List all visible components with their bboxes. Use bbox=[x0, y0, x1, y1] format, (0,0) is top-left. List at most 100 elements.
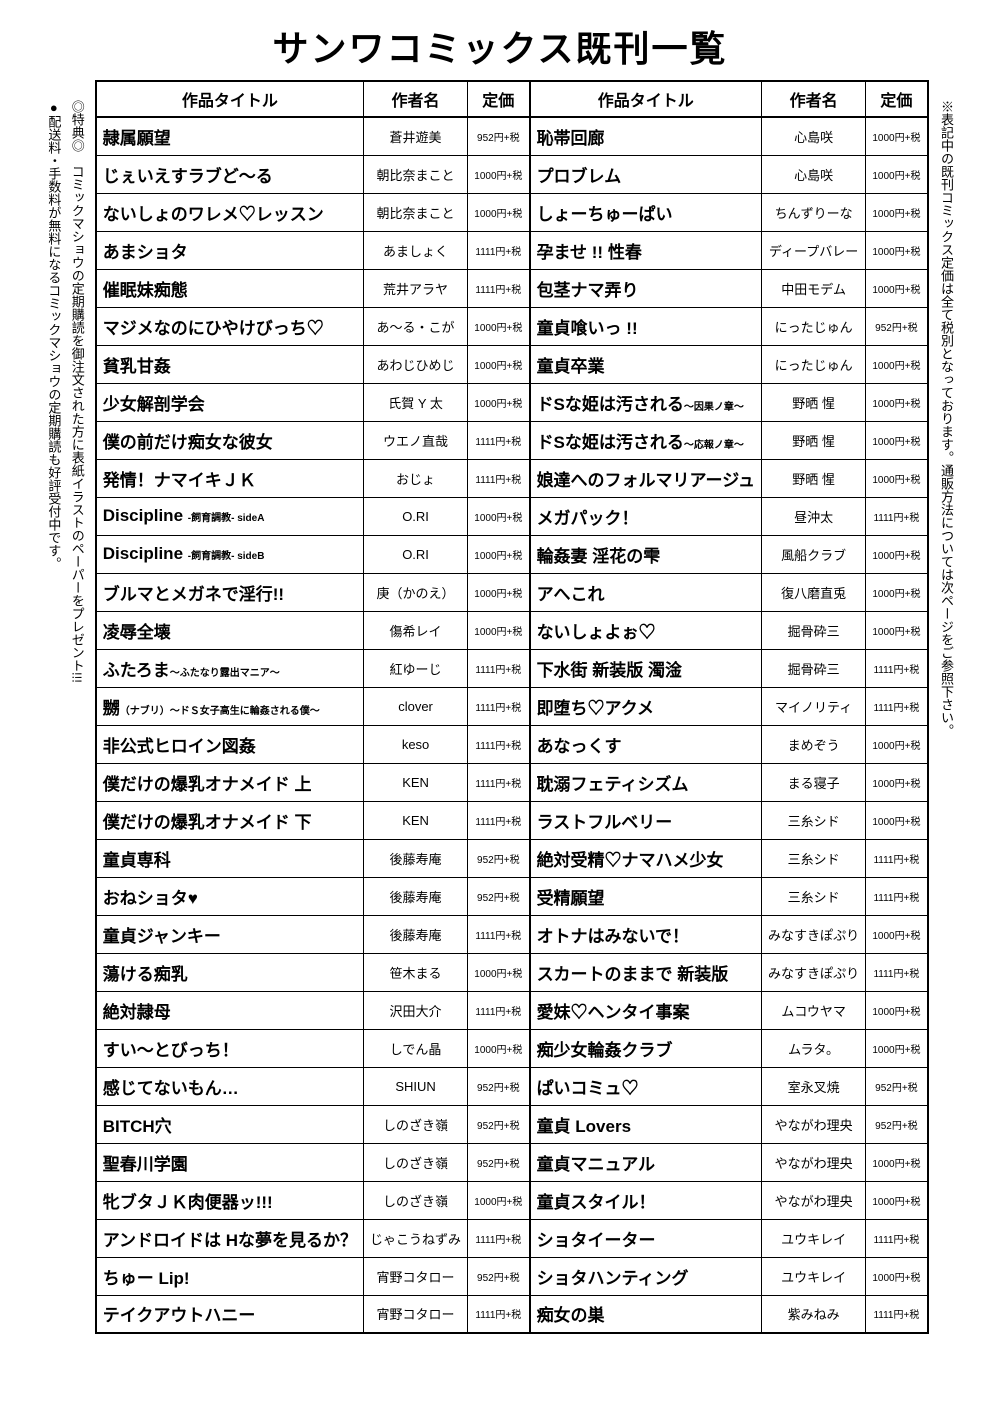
title-cell-right: 輪姦妻 淫花の雫 bbox=[530, 535, 762, 573]
title-text: Discipline bbox=[103, 506, 188, 525]
price-cell-right: 1000円+税 bbox=[866, 193, 928, 231]
title-cell-right: 恥帯回廊 bbox=[530, 117, 762, 155]
author-cell-left: 宵野コタロー bbox=[364, 1257, 468, 1295]
title-text: 感じてないもん… bbox=[103, 1079, 239, 1098]
price-cell-right: 952円+税 bbox=[866, 1067, 928, 1105]
table-row: テイクアウトハニー宵野コタロー1111円+税痴女の巣紫みねみ1111円+税 bbox=[96, 1295, 928, 1333]
title-text: ドSな姫は汚される bbox=[537, 395, 684, 414]
table-row: ふたろま〜ふたなり露出マニア〜紅ゆーじ1111円+税下水街 新装版 濁淦掘骨砕三… bbox=[96, 649, 928, 687]
title-text: あなっくす bbox=[537, 737, 622, 756]
author-cell-left: 宵野コタロー bbox=[364, 1295, 468, 1333]
catalog-table: 作品タイトル 作者名 定価 作品タイトル 作者名 定価 隷属願望蒼井遊美952円… bbox=[95, 80, 929, 1334]
price-cell-right: 1000円+税 bbox=[866, 763, 928, 801]
author-cell-right: 心島咲 bbox=[762, 155, 866, 193]
price-cell-right: 1111円+税 bbox=[866, 687, 928, 725]
author-cell-right: 復八磨直兎 bbox=[762, 573, 866, 611]
author-cell-right: マイノリティ bbox=[762, 687, 866, 725]
price-cell-left: 1000円+税 bbox=[468, 1029, 530, 1067]
title-cell-left: 凌辱全壊 bbox=[96, 611, 364, 649]
title-cell-left: 感じてないもん… bbox=[96, 1067, 364, 1105]
table-row: あまショタあましょく1111円+税孕ませ !! 性春ディープバレー1000円+税 bbox=[96, 231, 928, 269]
title-cell-left: 非公式ヒロイン図姦 bbox=[96, 725, 364, 763]
author-cell-left: おじょ bbox=[364, 459, 468, 497]
table-row: BITCH穴しのざき嶺952円+税童貞 Loversやながわ理央952円+税 bbox=[96, 1105, 928, 1143]
title-text: 痴女の巣 bbox=[537, 1306, 605, 1325]
title-sub: 〜因果ノ章〜 bbox=[684, 402, 744, 413]
title-cell-right: メガパック！ bbox=[530, 497, 762, 535]
table-row: 僕の前だけ痴女な彼女ウエノ直哉1111円+税ドSな姫は汚される〜応報ノ章〜野晒 … bbox=[96, 421, 928, 459]
title-cell-right: ドSな姫は汚される〜応報ノ章〜 bbox=[530, 421, 762, 459]
title-cell-right: ショタハンティング bbox=[530, 1257, 762, 1295]
author-cell-left: しのざき嶺 bbox=[364, 1143, 468, 1181]
title-cell-left: すい〜とびっち！ bbox=[96, 1029, 364, 1067]
author-cell-left: しのざき嶺 bbox=[364, 1181, 468, 1219]
author-cell-right: 掘骨砕三 bbox=[762, 611, 866, 649]
title-text: 童貞マニュアル bbox=[537, 1155, 656, 1174]
author-cell-right: まる寝子 bbox=[762, 763, 866, 801]
title-cell-left: テイクアウトハニー bbox=[96, 1295, 364, 1333]
author-cell-right: ディープバレー bbox=[762, 231, 866, 269]
title-text: BITCH穴 bbox=[103, 1117, 172, 1136]
content-wrap: ◎特典◎ コミックマショウの定期購読を御注文された方に表紙イラストのペーパーをプ… bbox=[10, 80, 990, 1334]
price-cell-right: 1000円+税 bbox=[866, 269, 928, 307]
title-cell-left: あまショタ bbox=[96, 231, 364, 269]
table-row: 少女解剖学会氏賀 Y 太1000円+税ドSな姫は汚される〜因果ノ章〜野晒 惺10… bbox=[96, 383, 928, 421]
price-cell-right: 1000円+税 bbox=[866, 1029, 928, 1067]
title-text: 隷属願望 bbox=[103, 129, 171, 148]
price-cell-left: 952円+税 bbox=[468, 1257, 530, 1295]
author-cell-right: まめぞう bbox=[762, 725, 866, 763]
title-cell-right: ぱいコミュ♡ bbox=[530, 1067, 762, 1105]
price-cell-left: 1111円+税 bbox=[468, 1219, 530, 1257]
title-text: 包茎ナマ弄り bbox=[537, 281, 639, 300]
author-cell-left: ウエノ直哉 bbox=[364, 421, 468, 459]
table-header-row: 作品タイトル 作者名 定価 作品タイトル 作者名 定価 bbox=[96, 81, 928, 117]
title-sub: 〜応報ノ章〜 bbox=[684, 440, 744, 451]
price-cell-left: 1000円+税 bbox=[468, 383, 530, 421]
author-cell-left: 沢田大介 bbox=[364, 991, 468, 1029]
price-cell-right: 1000円+税 bbox=[866, 383, 928, 421]
author-cell-right: ユウキレイ bbox=[762, 1257, 866, 1295]
author-cell-right: にったじゅん bbox=[762, 307, 866, 345]
side-text-left: ◎特典◎ コミックマショウの定期購読を御注文された方に表紙イラストのペーパーをプ… bbox=[42, 80, 89, 683]
table-row: Discipline -飼育調教- sideAO.RI1000円+税メガパック！… bbox=[96, 497, 928, 535]
title-cell-left: おねショタ♥ bbox=[96, 877, 364, 915]
title-text: 蕩ける痴乳 bbox=[103, 965, 188, 984]
title-text: 受精願望 bbox=[537, 889, 605, 908]
side-text-right: ※表記中の既刊コミックス定価は全て税別となっております。通販方法については次ペー… bbox=[935, 80, 958, 737]
price-cell-right: 1000円+税 bbox=[866, 991, 928, 1029]
title-cell-right: 下水街 新装版 濁淦 bbox=[530, 649, 762, 687]
price-cell-right: 1000円+税 bbox=[866, 459, 928, 497]
author-cell-left: あましょく bbox=[364, 231, 468, 269]
author-cell-left: しのざき嶺 bbox=[364, 1105, 468, 1143]
title-cell-right: 絶対受精♡ナマハメ少女 bbox=[530, 839, 762, 877]
title-sub: -飼育調教- sideA bbox=[188, 513, 265, 524]
side-left-line-1: ●配送料・手数料が無料になるコミックマショウの定期購読も好評受付中です。 bbox=[42, 100, 65, 683]
title-text: 孕ませ !! 性春 bbox=[537, 243, 642, 262]
table-row: 聖春川学園しのざき嶺952円+税童貞マニュアルやながわ理央1000円+税 bbox=[96, 1143, 928, 1181]
price-cell-left: 1000円+税 bbox=[468, 497, 530, 535]
price-cell-right: 1000円+税 bbox=[866, 421, 928, 459]
title-cell-right: ドSな姫は汚される〜因果ノ章〜 bbox=[530, 383, 762, 421]
title-cell-left: 童貞ジャンキー bbox=[96, 915, 364, 953]
price-cell-left: 1111円+税 bbox=[468, 763, 530, 801]
title-text: 非公式ヒロイン図姦 bbox=[103, 737, 256, 756]
price-cell-left: 1111円+税 bbox=[468, 725, 530, 763]
price-cell-left: 1111円+税 bbox=[468, 421, 530, 459]
title-cell-left: じぇいえすラブど〜る bbox=[96, 155, 364, 193]
title-cell-left: Discipline -飼育調教- sideB bbox=[96, 535, 364, 573]
title-sub: 〜ふたなり露出マニア〜 bbox=[170, 668, 280, 679]
title-text: マジメなのにひやけびっち♡ bbox=[103, 319, 324, 338]
title-text: すい〜とびっち！ bbox=[103, 1041, 239, 1060]
title-cell-left: ブルマとメガネで淫行!! bbox=[96, 573, 364, 611]
title-text: 貧乳甘姦 bbox=[103, 357, 171, 376]
author-cell-right: 三糸シド bbox=[762, 801, 866, 839]
title-cell-right: 孕ませ !! 性春 bbox=[530, 231, 762, 269]
author-cell-right: 野晒 惺 bbox=[762, 383, 866, 421]
title-cell-right: 童貞卒業 bbox=[530, 345, 762, 383]
author-cell-left: O.RI bbox=[364, 535, 468, 573]
title-text: オトナはみないで！ bbox=[537, 927, 690, 946]
title-cell-left: 少女解剖学会 bbox=[96, 383, 364, 421]
title-text: 発情！ナマイキＪＫ bbox=[103, 471, 256, 490]
title-text: 牝ブタＪＫ肉便器ッ!!! bbox=[103, 1193, 273, 1212]
title-cell-left: アンドロイドは Hな夢を見るか？ bbox=[96, 1219, 364, 1257]
